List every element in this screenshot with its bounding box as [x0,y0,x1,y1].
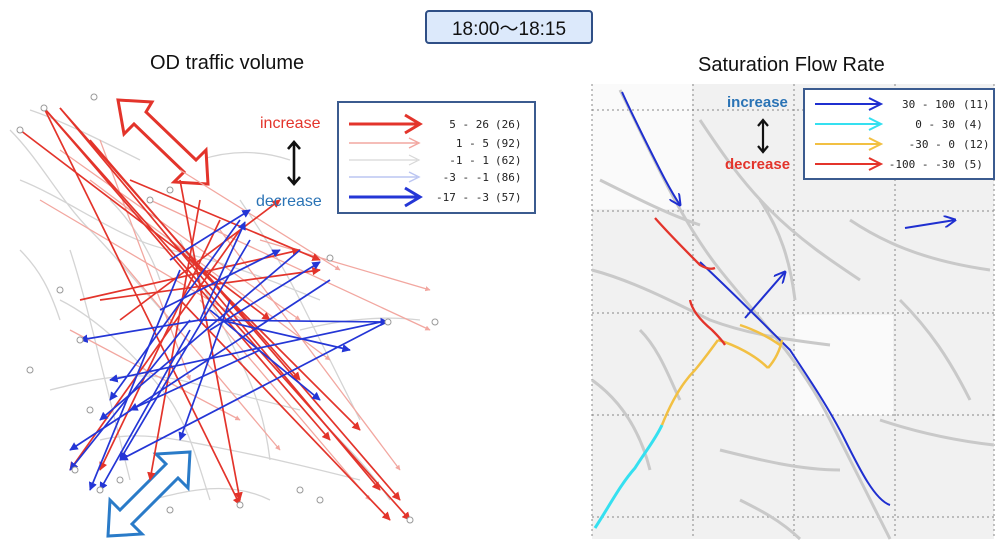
arrow-icon [815,97,884,111]
legend-row-od: -1 - 1 (62) [339,152,522,168]
arrow-icon [349,137,421,149]
double-arrow-up-down-icon [757,118,769,154]
arrow-icon [815,117,884,131]
legend-row-od: 5 - 26 (26) [339,113,522,135]
legend-count: (11) [963,97,990,111]
diagonal-double-arrow-icon [116,98,210,186]
legend-row-od: -3 - -1 (86) [339,169,522,185]
saturation-panel-title: Saturation Flow Rate [698,54,885,76]
map-nodes-left [16,93,439,524]
legend-range: 30 - 100 [902,97,955,111]
legend-row-sat: 0 - 30 (4) [805,116,983,132]
segment-cyan [593,424,664,529]
legend-range: 1 - 5 [455,136,489,150]
legend-row-sat: -100 - -30 (5) [805,156,983,172]
od-arrows-red [19,107,411,521]
double-arrow-up-down-icon [287,140,301,186]
legend-count: (26) [495,117,522,131]
increase-label: increase [260,115,321,132]
od-arrows-blue [69,209,391,491]
legend-range: 5 - 26 [449,117,489,131]
arrow-icon [349,171,421,183]
legend-range: -3 - -1 [442,170,489,184]
legend-row-od: 1 - 5 (92) [339,135,522,151]
time-range-label: 18:00〜18:15 [425,10,593,44]
legend-row-sat: -30 - 0 (12) [805,136,990,152]
increase-label: increase [727,94,788,111]
legend-range: -30 - 0 [908,137,955,151]
od-panel-title: OD traffic volume [150,52,305,74]
legend-count: (92) [495,136,522,150]
legend-count: (62) [495,153,522,167]
saturation-legend: 30 - 100 (11) 0 - 30 (4) -30 - 0 (12) -1… [803,88,995,180]
road-network-right [591,89,995,541]
diagonal-double-arrow-icon [106,450,192,538]
segment-blue [621,91,955,506]
legend-range: -17 - -3 [436,190,489,204]
grid-lines [591,84,995,539]
legend-row-od: -17 - -3 (57) [339,186,522,208]
arrow-icon [349,113,423,135]
arrow-icon [349,186,423,208]
segment-red [654,217,726,346]
legend-range: -100 - -30 [888,157,955,171]
legend-count: (5) [963,157,983,171]
arrow-icon [815,157,884,171]
legend-range: -1 - 1 [449,153,489,167]
legend-count: (86) [495,170,522,184]
legend-count: (4) [963,117,983,131]
arrow-icon [815,137,884,151]
legend-count: (12) [963,137,990,151]
legend-row-sat: 30 - 100 (11) [805,96,990,112]
legend-count: (57) [495,190,522,204]
decrease-label: decrease [725,156,791,173]
legend-range: 0 - 30 [915,117,955,131]
decrease-label: decrease [256,193,322,210]
arrow-icon [349,154,421,166]
od-legend: 5 - 26 (26) 1 - 5 (92) -1 - 1 (62) -3 - … [337,101,536,214]
